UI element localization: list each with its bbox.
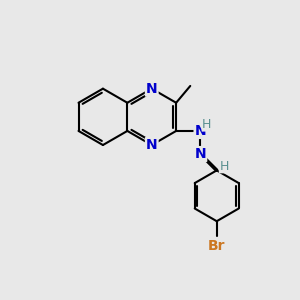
Text: H: H xyxy=(219,160,229,173)
Text: Br: Br xyxy=(208,238,226,253)
Text: N: N xyxy=(146,138,158,152)
Text: N: N xyxy=(195,147,206,161)
Text: N: N xyxy=(146,82,158,96)
Text: H: H xyxy=(202,118,212,131)
Text: N: N xyxy=(195,124,206,138)
